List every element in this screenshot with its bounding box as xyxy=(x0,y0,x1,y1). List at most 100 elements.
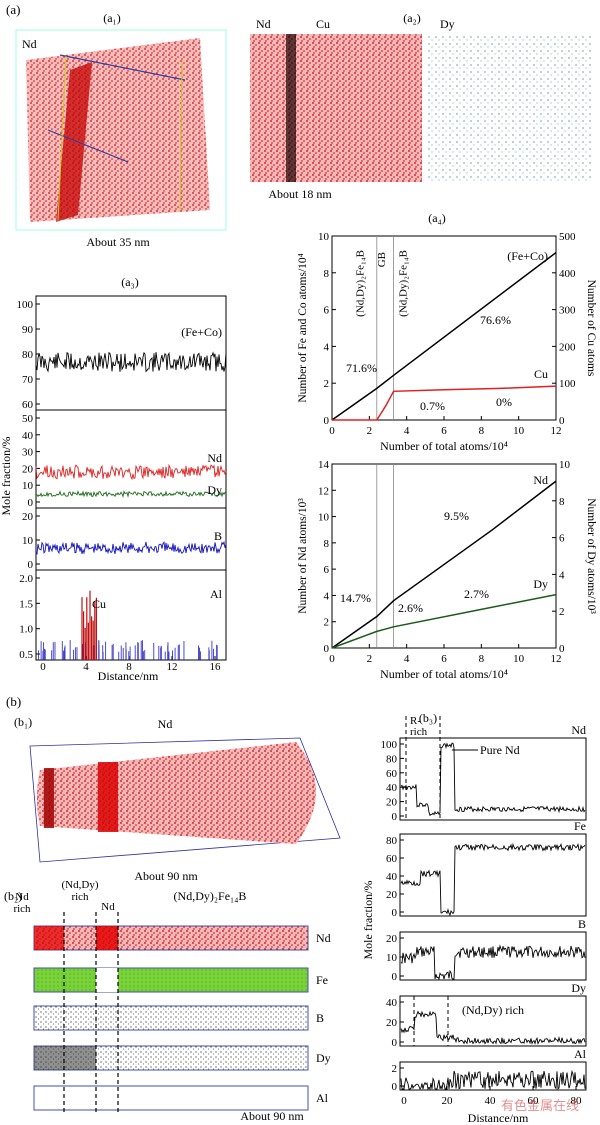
a4bot-yl-tick-label: 4 xyxy=(324,590,330,602)
b3-x-tick-label: 0 xyxy=(401,1095,407,1107)
a3-y-tick-label: 70 xyxy=(22,374,34,386)
a4bot-x-tick-label: 12 xyxy=(551,653,562,665)
a3-panel-frame xyxy=(35,507,227,571)
a4top-x-tick-label: 8 xyxy=(479,425,485,437)
b3-panel-name: Fe xyxy=(574,819,586,833)
b2-element-label: Al xyxy=(316,1091,329,1105)
a3-xlabel: Distance/nm xyxy=(98,669,159,683)
a3-y-tick-label: 2.0 xyxy=(19,573,33,585)
b3-y-tick-label: 60 xyxy=(386,853,398,865)
a4-ann-0-7: 0.7% xyxy=(420,399,445,413)
a3-panel-dy: Dy xyxy=(207,483,222,497)
a4-ann-76-6: 76.6% xyxy=(480,313,511,327)
a4bot-yl-tick-label: 14 xyxy=(318,459,330,471)
b3-fe-line xyxy=(400,842,586,917)
b3-ann-nd-dy-rich: (Nd,Dy) rich xyxy=(462,1003,524,1017)
a3-y-tick-label: 100 xyxy=(17,299,34,311)
a2-element-cu: Cu xyxy=(316,17,330,31)
a4top-yl-tick-label: 0 xyxy=(324,415,330,427)
a4bot-ylabel-left: Number of Nd atoms/10³ xyxy=(297,498,309,614)
b3-y-tick-label: 20 xyxy=(386,889,398,901)
b2-region-ndy-rich: (Nd,Dy) rich xyxy=(62,879,99,903)
b3-x-tick-label: 20 xyxy=(442,1095,454,1107)
a4bot-yl-tick-label: 12 xyxy=(318,485,329,497)
b2-strip-b xyxy=(33,1005,309,1031)
a4bot-x-tick-label: 6 xyxy=(441,653,447,665)
b3-y-tick-label: 60 xyxy=(386,768,398,780)
a4bot-yr-tick-label: 4 xyxy=(559,569,565,581)
a3-y-tick-label: 60 xyxy=(22,399,34,411)
a4-ann-71-6: 71.6% xyxy=(346,361,377,375)
a3-x-tick-label: 8 xyxy=(126,661,132,673)
a3-panel-frame xyxy=(35,569,227,661)
b3-x-tick-label: 60 xyxy=(528,1095,540,1107)
a3-y-tick-label: 1.0 xyxy=(19,624,33,636)
a4top-yr-tick-label: 400 xyxy=(559,268,576,280)
a3-y-tick-label: 0.5 xyxy=(19,649,33,661)
a3-panel-cu: Cu xyxy=(92,597,106,611)
b3-y-tick-label: 100 xyxy=(381,739,398,751)
a3-panel-b: B xyxy=(214,529,222,543)
b1-size-caption: About 90 nm xyxy=(134,869,198,883)
b3-profile-chart: 100806040200Nd806040200Fe20100B40200Dy20… xyxy=(381,716,587,1107)
a3-y-tick-label: 40 xyxy=(22,430,34,442)
b3-panel-name: B xyxy=(578,917,586,931)
a4top-ylabel-right: Number of Cu atoms xyxy=(585,280,597,377)
a4bot-yr-tick-label: 0 xyxy=(559,643,565,655)
a2-nd-cu-map xyxy=(250,34,422,182)
a3-y-tick-label: 50 xyxy=(22,413,34,425)
a3-ylabel: Mole fraction/% xyxy=(0,437,13,516)
b3-ann-pure-nd: Pure Nd xyxy=(480,743,520,757)
a4bot-x-tick-label: 0 xyxy=(329,653,335,665)
a3-x-tick-label: 4 xyxy=(83,661,89,673)
b2-region-nd-rich: Nd rich xyxy=(13,891,31,915)
a3-y-tick-label: 20 xyxy=(22,511,34,523)
part-a-label: (a) xyxy=(6,2,20,17)
a3-x-tick-label: 16 xyxy=(210,661,222,673)
b1-atom-map xyxy=(29,737,341,863)
a4top-yr-tick-label: 200 xyxy=(559,341,576,353)
a3-b-line xyxy=(35,540,227,556)
a4-series-nd: Nd xyxy=(533,473,548,487)
a3-panel-frame xyxy=(35,295,227,411)
a4bot-x-tick-label: 4 xyxy=(404,653,410,665)
a4top-x-tick-label: 2 xyxy=(367,425,373,437)
b2-region-nd: Nd xyxy=(101,901,115,913)
a4bot-yr-tick-label: 6 xyxy=(559,533,565,545)
a4top-x-tick-label: 6 xyxy=(441,425,447,437)
a4top-ylabel-left: Number of Fe and Co atoms/10⁴ xyxy=(297,253,309,402)
b3-y-tick-label: 0 xyxy=(392,971,398,983)
b2-fe-gap xyxy=(96,968,118,992)
b2-size-caption: About 90 nm xyxy=(240,1109,304,1123)
a4top-series-0 xyxy=(331,252,557,421)
a3-y-tick-label: 20 xyxy=(22,463,34,475)
a4bot-x-tick-label: 2 xyxy=(367,653,373,665)
b3-dy-line xyxy=(400,1010,586,1046)
part-b-label: (b) xyxy=(6,694,21,709)
a4-ann-2-6: 2.6% xyxy=(398,601,423,615)
a4bot-yl-tick-label: 2 xyxy=(324,617,330,629)
a3-y-tick-label: 30 xyxy=(22,447,34,459)
b2-element-label: Dy xyxy=(316,1051,331,1065)
a3-y-tick-label: 90 xyxy=(22,324,34,336)
a4top-yl-tick-label: 6 xyxy=(324,305,330,317)
a4-label: (a₄) xyxy=(428,211,446,225)
a4top-yr-tick-label: 0 xyxy=(559,415,565,427)
a3-x-tick-label: 12 xyxy=(167,661,178,673)
a4bot-yl-tick-label: 0 xyxy=(324,643,330,655)
a4bot-yr-tick-label: 2 xyxy=(559,606,565,618)
b3-y-tick-label: 2 xyxy=(392,1063,398,1075)
a4bot-series-0 xyxy=(331,480,557,649)
a4bot-yl-tick-label: 10 xyxy=(318,512,330,524)
b3-b-line xyxy=(400,944,586,981)
b2-strip-nd xyxy=(33,925,309,951)
b3-y-tick-label: 10 xyxy=(386,952,398,964)
a4bot-yl-tick-label: 8 xyxy=(324,538,330,550)
a2-element-dy: Dy xyxy=(440,17,455,31)
a4bot-xlabel: Number of total atoms/10⁴ xyxy=(380,667,508,681)
b3-panel-frame xyxy=(399,1061,587,1091)
a4top-x-tick-label: 10 xyxy=(513,425,525,437)
a4top-yl-tick-label: 2 xyxy=(324,378,330,390)
